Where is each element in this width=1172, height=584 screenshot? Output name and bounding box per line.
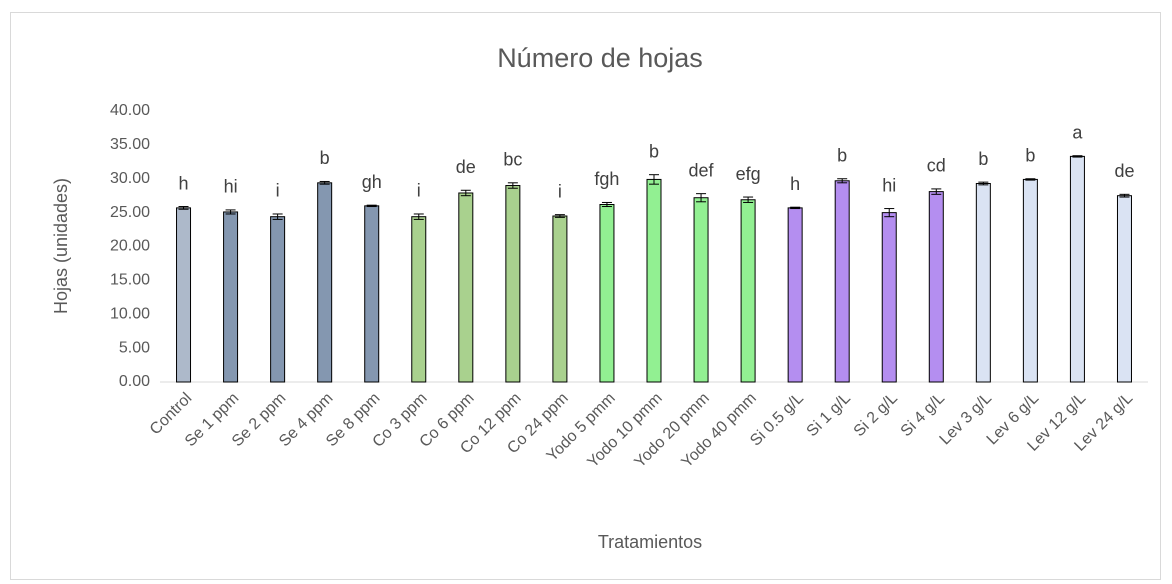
significance-letter: b [1025,146,1035,166]
bar [411,216,427,383]
chart-title: Número de hojas [497,43,703,73]
significance-letter: b [320,148,330,168]
bar [928,191,944,383]
significance-letter: gh [362,172,382,192]
significance-letter: i [417,181,421,201]
bar [834,180,850,383]
y-tick-label: 40.00 [110,102,150,119]
significance-letter: b [978,149,988,169]
y-tick-label: 15.00 [110,272,150,289]
significance-letter: de [1114,161,1134,181]
y-tick-label: 35.00 [110,136,150,153]
bar [270,216,286,383]
y-tick-label: 30.00 [110,170,150,187]
chart-border [10,12,1161,580]
bar [1116,195,1132,383]
significance-letter: b [837,146,847,166]
bar [364,205,380,383]
significance-letter: hi [224,177,238,197]
bar [599,203,615,383]
bar [646,178,662,383]
significance-letter: b [649,141,659,161]
bar [787,207,803,383]
significance-letter: def [689,160,715,180]
y-tick-label: 5.00 [119,339,150,356]
bar [740,199,756,383]
significance-letter: hi [882,175,896,195]
bar [693,197,709,383]
bar [975,182,991,383]
bar [458,192,474,383]
bar [1022,178,1038,383]
bar [505,185,521,383]
significance-letter: efg [736,164,761,184]
y-tick-label: 0.00 [119,373,150,390]
significance-letter: h [179,173,189,193]
significance-letter: a [1072,122,1083,142]
significance-letter: i [558,181,562,201]
bar [1069,155,1085,383]
bar [881,212,897,383]
bar [317,182,333,383]
bar [552,215,568,383]
significance-letter: cd [927,156,946,176]
significance-letter: de [456,157,476,177]
bar [223,211,239,383]
y-tick-label: 20.00 [110,238,150,255]
significance-letter: bc [503,150,522,170]
bar [176,207,192,383]
significance-letter: fgh [594,169,619,189]
significance-letter: i [276,181,280,201]
y-axis-label: Hojas (unidades) [51,178,71,314]
x-axis-label: Tratamientos [598,532,702,552]
y-tick-label: 10.00 [110,305,150,322]
significance-letter: h [790,174,800,194]
y-tick-label: 25.00 [110,204,150,221]
